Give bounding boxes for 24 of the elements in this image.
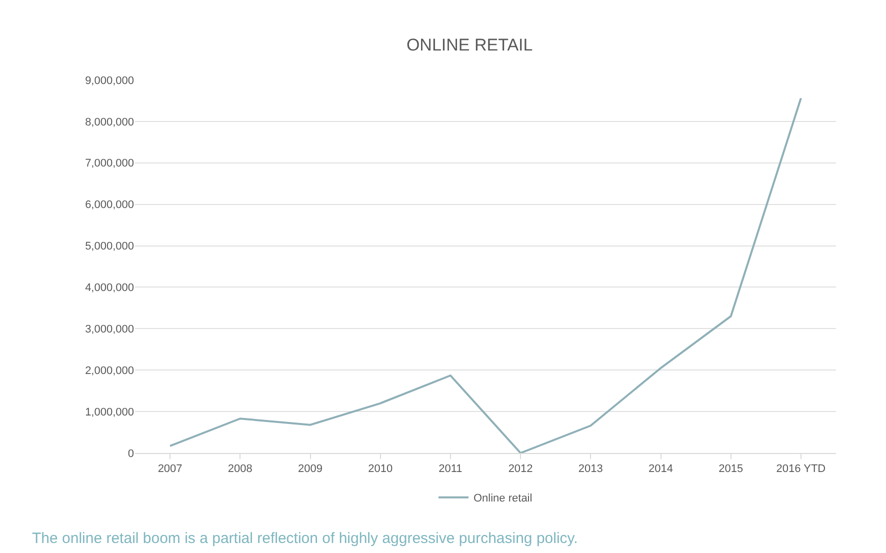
x-tick-label: 2010 [368, 463, 393, 476]
x-tick-label: 2007 [158, 463, 182, 476]
line-series [169, 97, 802, 453]
y-tick-label: 5,000,000 [85, 240, 134, 253]
y-tick-label: 2,000,000 [85, 364, 134, 377]
y-tick-label: 1,000,000 [85, 406, 134, 418]
chart-title: ONLINE RETAIL [406, 36, 533, 55]
x-tick-label: 2008 [228, 463, 252, 476]
x-tick-label: 2009 [298, 463, 322, 476]
y-tick-label: 7,000,000 [85, 158, 134, 170]
x-tick-label: 2015 [718, 463, 744, 476]
y-tick-label: 6,000,000 [85, 199, 134, 212]
y-tick-label: 4,000,000 [85, 282, 134, 294]
x-tick-label: 2013 [578, 463, 603, 476]
x-tick-label: 2011 [438, 463, 462, 476]
x-tick-label: 2014 [648, 463, 673, 476]
x-tick-label: 2012 [508, 463, 533, 476]
legend-label: Online retail [474, 492, 532, 505]
text: The online retail boom is a partial reflection of highly aggressive purchasing policy. [32, 530, 578, 547]
x-tick-label: 2016 YTD [776, 463, 826, 476]
y-tick-label: 0 [128, 448, 134, 460]
y-tick-label: 9,000,000 [85, 74, 134, 87]
y-tick-label: 8,000,000 [85, 116, 134, 128]
y-tick-label: 3,000,000 [85, 324, 134, 336]
